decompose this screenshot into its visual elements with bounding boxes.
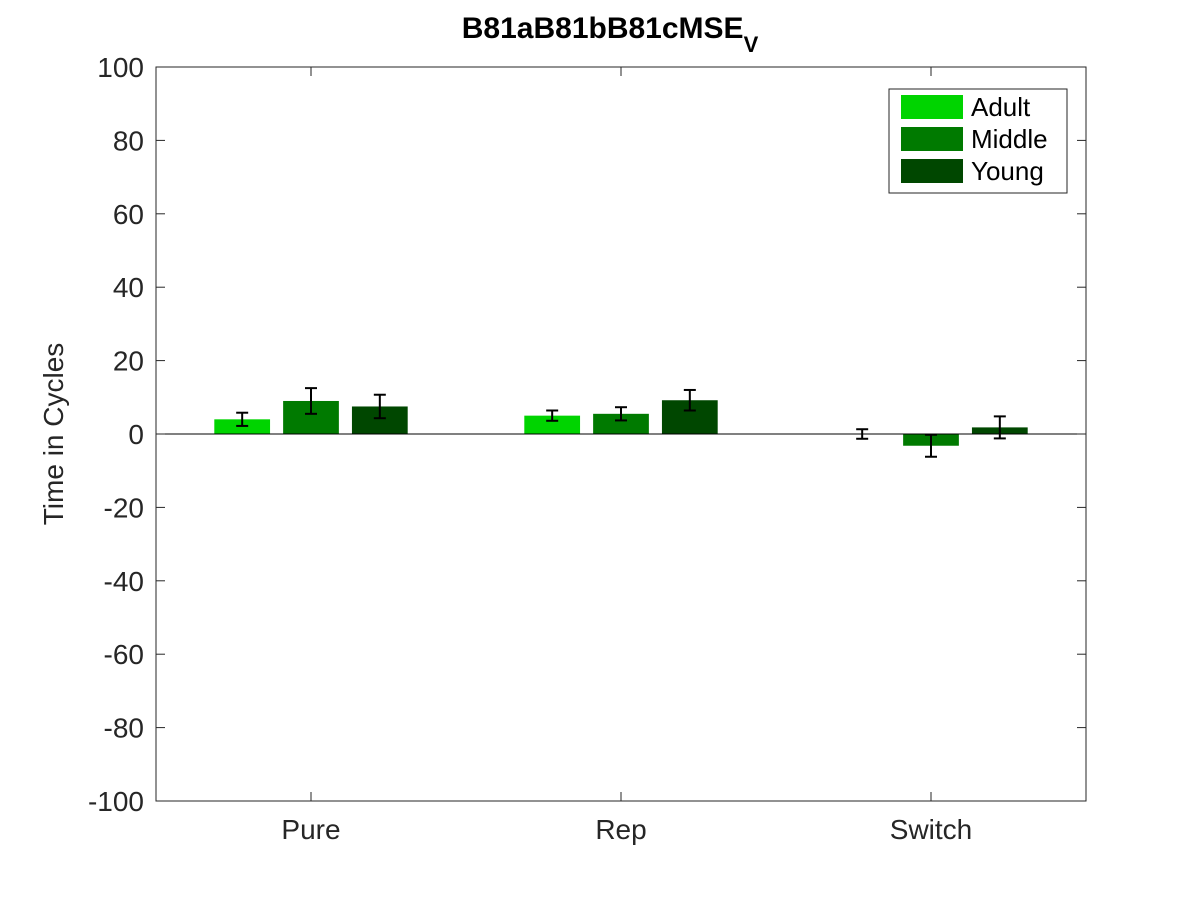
error-bar (305, 387, 317, 415)
y-tick-label: -20 (104, 492, 144, 523)
error-bar (615, 406, 627, 422)
bar (593, 413, 649, 434)
y-tick-label: -60 (104, 639, 144, 670)
y-tick-label: 100 (97, 52, 144, 83)
y-tick-label: 60 (113, 199, 144, 230)
chart-title-subscript: V (744, 32, 759, 57)
x-tick-label: Switch (890, 814, 972, 845)
chart-title-main: B81aB81bB81cMSE (462, 12, 744, 45)
error-bar (683, 388, 696, 412)
legend-label: Middle (971, 124, 1048, 154)
error-bar (236, 411, 249, 427)
error-bar (546, 409, 559, 422)
y-tick-label: 0 (128, 419, 144, 450)
y-tick-label: -40 (104, 566, 144, 597)
y-tick-label: -80 (104, 713, 144, 744)
y-tick-label: 80 (113, 125, 144, 156)
y-tick-label: -100 (88, 786, 144, 817)
error-bar (993, 415, 1006, 440)
legend-label: Young (971, 156, 1044, 186)
error-bar (925, 433, 937, 458)
legend-swatch (901, 95, 963, 119)
chart-title: B81aB81bB81cMSEV (462, 12, 759, 57)
legend-swatch (901, 127, 963, 151)
y-axis-label: Time in Cycles (38, 343, 69, 526)
legend-swatch (901, 159, 963, 183)
x-tick-label: Rep (595, 814, 646, 845)
x-tick-label: Pure (281, 814, 340, 845)
y-tick-label: 40 (113, 272, 144, 303)
error-bar (373, 393, 386, 420)
legend-label: Adult (971, 92, 1031, 122)
y-tick-label: 20 (113, 346, 144, 377)
bar (524, 415, 581, 434)
